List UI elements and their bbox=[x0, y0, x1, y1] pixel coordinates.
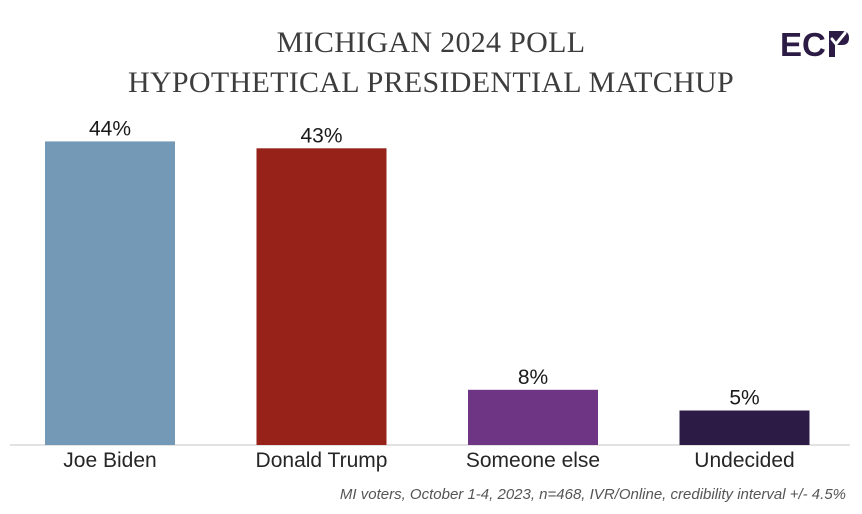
bars-group: 44% Joe Biden 43% Donald Trump 8% Someone els… bbox=[45, 117, 810, 472]
chart-subtitle: HYPOTHETICAL PRESIDENTIAL MATCHUP bbox=[127, 66, 734, 99]
data-label: 8% bbox=[518, 366, 548, 389]
bar-undecided bbox=[679, 410, 810, 445]
data-label: 43% bbox=[300, 124, 342, 147]
bar-someone-else bbox=[468, 389, 598, 445]
data-label: 5% bbox=[729, 387, 759, 410]
chart-title: MICHIGAN 2024 POLL bbox=[276, 26, 586, 59]
logo-p-shape bbox=[829, 31, 849, 57]
data-label: 44% bbox=[89, 117, 131, 140]
x-tick-label: Someone else bbox=[466, 449, 600, 472]
footnote: MI voters, October 1-4, 2023, n=468, IVR… bbox=[339, 486, 846, 503]
x-tick-label: Undecided bbox=[694, 449, 794, 472]
logo-check-icon bbox=[830, 31, 847, 46]
ecp-logo: EC bbox=[780, 26, 849, 61]
bar-joe-biden bbox=[45, 141, 175, 445]
x-tick-label: Joe Biden bbox=[63, 449, 156, 472]
x-tick-label: Donald Trump bbox=[256, 449, 388, 472]
bar-donald-trump bbox=[256, 148, 387, 446]
logo-text: EC bbox=[780, 26, 826, 61]
